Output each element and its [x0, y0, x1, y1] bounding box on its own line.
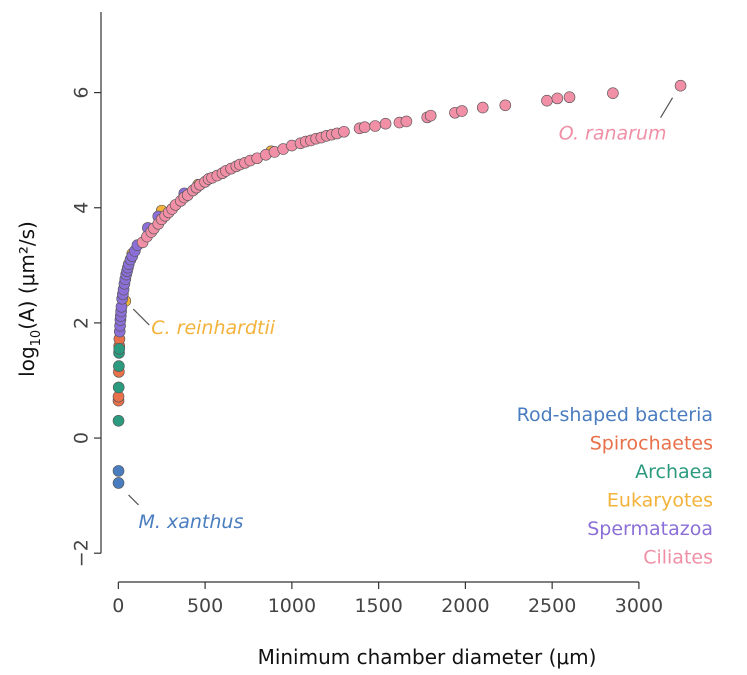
data-point	[400, 115, 413, 128]
data-point	[379, 117, 392, 130]
data-point	[541, 94, 553, 107]
data-point	[369, 120, 381, 132]
series-group	[112, 465, 125, 489]
series-group	[112, 343, 126, 427]
y-tick-label: 2	[71, 317, 93, 329]
annotation-leader-line	[128, 494, 139, 506]
data-point	[476, 101, 489, 114]
annotation-leader-line	[660, 97, 674, 119]
x-tick-label: 2500	[528, 595, 576, 617]
x-tick-label: 2000	[441, 595, 489, 617]
data-point	[563, 91, 576, 104]
annotation-leader-line	[132, 308, 150, 326]
data-point	[338, 125, 350, 138]
y-tick-label: 6	[71, 87, 93, 99]
legend-entry: Spirochaetes	[590, 433, 713, 455]
series-group	[136, 79, 687, 249]
x-tick-label: 0	[112, 595, 124, 617]
data-point	[424, 109, 437, 122]
data-point	[674, 79, 687, 92]
data-points	[112, 79, 687, 489]
x-tick-label: 1500	[354, 595, 402, 617]
data-point	[112, 381, 125, 394]
legend-entry: Ciliates	[643, 547, 713, 569]
y-axis-title-subscript: 10	[29, 330, 44, 347]
data-point	[113, 360, 125, 372]
series-group	[113, 187, 191, 338]
legend-entry: Rod-shaped bacteria	[517, 404, 713, 426]
x-tick-label: 1000	[268, 595, 316, 617]
data-point	[607, 87, 619, 99]
data-point	[113, 343, 126, 355]
data-point	[499, 99, 512, 112]
data-point	[112, 477, 125, 489]
y-axis-title: log10(A) (μm²/s)	[15, 221, 44, 377]
x-tick-label: 500	[187, 595, 223, 617]
legend-entry: Archaea	[635, 461, 713, 483]
ticks: 0 500 1000 1500 2000 2500 3000 −2 0 2 4 6	[71, 87, 663, 617]
annotation-label: C. reinhardtii	[151, 317, 275, 339]
data-point	[112, 465, 125, 477]
annotation-label: O. ranarum	[559, 123, 667, 145]
data-point	[358, 121, 371, 133]
data-point	[456, 105, 468, 117]
legend-entry: Spermatazoa	[587, 518, 713, 540]
y-tick-label: 0	[71, 432, 93, 444]
annotation-label: M. xanthus	[139, 511, 244, 533]
x-tick-label: 3000	[615, 595, 663, 617]
y-tick-label: 4	[71, 202, 93, 214]
data-point	[112, 414, 125, 427]
data-point	[551, 92, 564, 105]
legend-entry: Eukaryotes	[607, 490, 713, 512]
y-tick-label: −2	[71, 539, 93, 567]
y-axis-title-suffix: (A) (μm²/s)	[15, 221, 39, 330]
y-axis-title-prefix: log	[15, 346, 39, 377]
legend: Rod-shaped bacteria Spirochaetes Archaea Eu…	[517, 404, 713, 569]
annotations: O. ranarum C. reinhardtii M. xanthus	[128, 97, 674, 533]
x-axis-title: Minimum chamber diameter (μm)	[258, 645, 597, 669]
